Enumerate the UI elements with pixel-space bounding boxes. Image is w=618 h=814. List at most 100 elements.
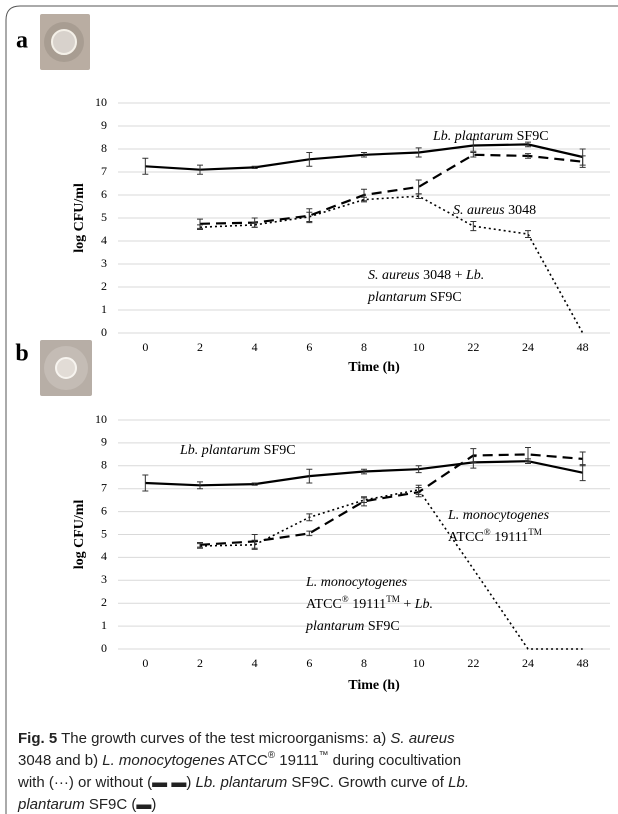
x-tick-label: 8 [361, 340, 367, 354]
text-run: S. aureus [453, 203, 505, 218]
text-run: 3048 and b) [18, 752, 102, 769]
panel-label: b [15, 341, 28, 367]
text-run: 19111 [349, 597, 386, 612]
x-tick-label: 24 [522, 656, 534, 670]
y-axis-title: log CFU/ml [72, 500, 87, 570]
text-run: ™ [319, 750, 329, 761]
error-bar [306, 468, 313, 484]
text-run: SF9C [426, 290, 461, 305]
error-bar [197, 481, 203, 490]
text-run: plantarum [305, 619, 364, 634]
annotation: ATCC® 19111TM + Lb. [306, 594, 433, 612]
error-bar [525, 446, 531, 462]
error-bar [251, 539, 258, 550]
error-bar [470, 220, 477, 232]
error-bar [525, 141, 531, 148]
y-tick-label: 5 [101, 210, 107, 224]
error-bar [470, 139, 477, 152]
x-tick-label: 8 [361, 656, 367, 670]
x-tick-label: 24 [522, 340, 534, 354]
text-run: L. monocytogenes [102, 752, 225, 769]
x-axis-title: Time (h) [348, 360, 400, 375]
annotation: plantarum SF9C [367, 290, 462, 305]
y-tick-label: 8 [101, 141, 107, 155]
text-run: plantarum [367, 290, 426, 305]
text-run: Lb. plantarum [179, 443, 260, 458]
series-line [199, 488, 583, 650]
error-bar [361, 151, 367, 158]
dish-image-b [40, 340, 92, 396]
error-bar [415, 465, 422, 474]
text-run: ATCC [225, 752, 268, 769]
text-run: S. aureus [368, 268, 420, 283]
y-tick-label: 3 [101, 572, 107, 586]
annotation: plantarum SF9C [305, 619, 400, 634]
text-run: L. monocytogenes [447, 508, 550, 523]
annotation: L. monocytogenes [305, 575, 408, 590]
y-tick-label: 9 [101, 118, 107, 132]
y-tick-label: 9 [101, 435, 107, 449]
text-run: SF9C [260, 443, 295, 458]
error-bar [470, 448, 477, 463]
error-bar [251, 482, 258, 486]
x-tick-label: 0 [142, 656, 148, 670]
text-run: SF9C (▬) [85, 796, 157, 813]
x-tick-label: 22 [467, 340, 479, 354]
text-run: 3048 [505, 203, 537, 218]
text-run: ATCC [448, 530, 484, 545]
y-tick-label: 6 [101, 187, 107, 201]
text-run: TM [528, 527, 542, 537]
figure-border [5, 5, 618, 814]
x-tick-label: 2 [197, 656, 203, 670]
y-tick-label: 6 [101, 503, 107, 517]
error-bar [306, 151, 313, 167]
annotation: S. aureus 3048 + Lb. [368, 268, 484, 283]
y-tick-label: 7 [101, 164, 107, 178]
y-tick-label: 10 [95, 412, 107, 426]
error-bar [197, 224, 203, 230]
error-bar [251, 222, 258, 228]
text-run: L. monocytogenes [305, 575, 408, 590]
error-bar [142, 157, 149, 175]
text-run: with (···) or without (▬ ▬) [17, 774, 196, 791]
text-run: ® [342, 594, 349, 604]
error-bar [361, 196, 367, 203]
caption-line: plantarum SF9C (▬) [17, 796, 156, 813]
y-axis-title: log CFU/ml [72, 183, 87, 253]
error-bar [415, 147, 422, 158]
error-bar [306, 513, 313, 522]
x-axis-title: Time (h) [348, 678, 400, 693]
error-bar [251, 165, 258, 170]
y-tick-label: 1 [101, 618, 107, 632]
error-bar [361, 468, 367, 475]
text-run: Lb. plantarum [432, 129, 513, 144]
error-bar [197, 164, 203, 175]
text-run: 19111 [275, 752, 319, 769]
error-bar [579, 451, 586, 467]
y-tick-label: 5 [101, 526, 107, 540]
error-bar [415, 193, 422, 199]
annotation: ATCC® 19111TM [448, 527, 542, 545]
error-bar [306, 211, 313, 222]
error-bar [306, 530, 313, 537]
error-bar [470, 151, 477, 158]
panel-label: a [16, 28, 28, 54]
annotation: Lb. plantarum SF9C [432, 129, 549, 144]
text-run: SF9C [513, 129, 548, 144]
text-run: Fig. 5 [18, 730, 57, 747]
text-run: + [400, 597, 415, 612]
y-tick-label: 4 [101, 233, 107, 247]
series-line [199, 453, 583, 546]
text-run: TM [386, 594, 400, 604]
text-run: Lb. [448, 774, 469, 791]
error-bar [579, 155, 586, 168]
y-tick-label: 2 [101, 279, 107, 293]
text-run: Lb. [465, 268, 484, 283]
error-bar [197, 543, 203, 549]
text-run: ® [268, 750, 276, 761]
dish-image-a [40, 14, 90, 70]
text-run: ® [484, 527, 491, 537]
y-tick-label: 4 [101, 549, 107, 563]
